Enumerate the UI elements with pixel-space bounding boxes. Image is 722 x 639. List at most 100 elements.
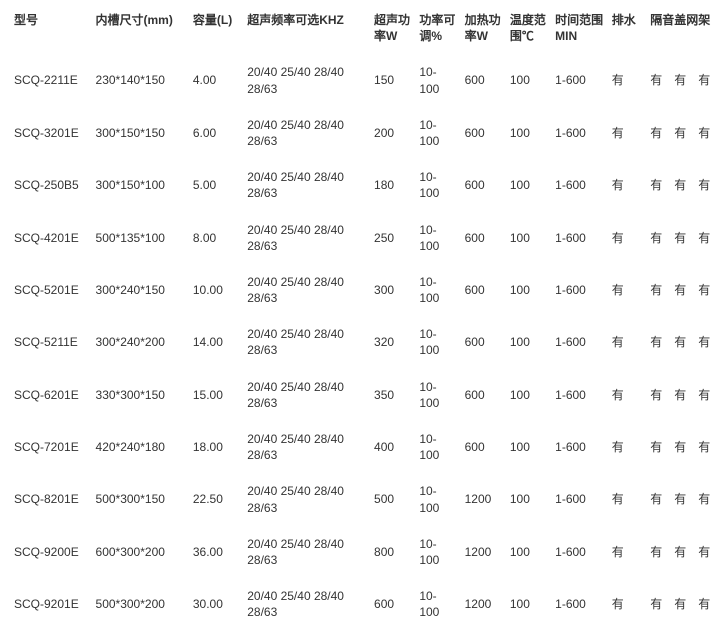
cell-time: 1-600 (551, 107, 608, 159)
cell-time: 1-600 (551, 369, 608, 421)
table-row: SCQ-4201E500*135*1008.0020/40 25/40 28/4… (10, 212, 712, 264)
cell-cover: 有 有 有 (646, 473, 712, 525)
cell-drain: 有 (608, 212, 646, 264)
cell-capacity: 4.00 (189, 54, 243, 106)
cell-capacity: 8.00 (189, 212, 243, 264)
cell-capacity: 5.00 (189, 159, 243, 211)
table-row: SCQ-9200E600*300*20036.0020/40 25/40 28/… (10, 526, 712, 578)
cell-time: 1-600 (551, 212, 608, 264)
cell-capacity: 15.00 (189, 369, 243, 421)
cell-us_power: 180 (370, 159, 415, 211)
cell-time: 1-600 (551, 264, 608, 316)
col-header-time: 时间范围MIN (551, 8, 608, 54)
cell-adj: 10-100 (415, 369, 460, 421)
cell-adj: 10-100 (415, 578, 460, 630)
cell-temp: 100 (506, 212, 551, 264)
cell-cover: 有 有 有 (646, 107, 712, 159)
table-row: SCQ-9201E500*300*20030.0020/40 25/40 28/… (10, 578, 712, 630)
cell-drain: 有 (608, 54, 646, 106)
cell-temp: 100 (506, 159, 551, 211)
cell-adj: 10-100 (415, 421, 460, 473)
cell-heat: 600 (461, 159, 506, 211)
col-header-capacity: 容量(L) (189, 8, 243, 54)
cell-cover: 有 有 有 (646, 421, 712, 473)
cell-heat: 600 (461, 421, 506, 473)
cell-model: SCQ-2211E (10, 54, 92, 106)
cell-dim: 600*300*200 (92, 526, 189, 578)
cell-adj: 10-100 (415, 107, 460, 159)
col-header-drain: 排水 (608, 8, 646, 54)
cell-heat: 1200 (461, 473, 506, 525)
cell-adj: 10-100 (415, 473, 460, 525)
cell-us_power: 250 (370, 212, 415, 264)
cell-dim: 300*150*100 (92, 159, 189, 211)
cell-drain: 有 (608, 473, 646, 525)
cell-us_power: 800 (370, 526, 415, 578)
cell-adj: 10-100 (415, 212, 460, 264)
col-header-temp: 温度范围℃ (506, 8, 551, 54)
table-row: SCQ-3201E300*150*1506.0020/40 25/40 28/4… (10, 107, 712, 159)
cell-temp: 100 (506, 54, 551, 106)
cell-freq: 20/40 25/40 28/40 28/63 (243, 421, 370, 473)
cell-cover: 有 有 有 (646, 159, 712, 211)
table-row: SCQ-2211E230*140*1504.0020/40 25/40 28/4… (10, 54, 712, 106)
cell-temp: 100 (506, 107, 551, 159)
cell-us_power: 300 (370, 264, 415, 316)
cell-adj: 10-100 (415, 264, 460, 316)
cell-cover: 有 有 有 (646, 212, 712, 264)
cell-us_power: 200 (370, 107, 415, 159)
cell-drain: 有 (608, 421, 646, 473)
cell-drain: 有 (608, 107, 646, 159)
cell-capacity: 14.00 (189, 316, 243, 368)
cell-freq: 20/40 25/40 28/40 28/63 (243, 473, 370, 525)
col-header-cover: 隔音盖网架 (646, 8, 712, 54)
table-header: 型号内槽尺寸(mm)容量(L)超声频率可选KHZ超声功率W功率可调%加热功率W温… (10, 8, 712, 54)
cell-freq: 20/40 25/40 28/40 28/63 (243, 369, 370, 421)
cell-temp: 100 (506, 421, 551, 473)
cell-dim: 500*300*150 (92, 473, 189, 525)
col-header-us_power: 超声功率W (370, 8, 415, 54)
cell-cover: 有 有 有 (646, 526, 712, 578)
cell-time: 1-600 (551, 159, 608, 211)
cell-freq: 20/40 25/40 28/40 28/63 (243, 526, 370, 578)
cell-heat: 600 (461, 54, 506, 106)
cell-us_power: 320 (370, 316, 415, 368)
col-header-freq: 超声频率可选KHZ (243, 8, 370, 54)
cell-freq: 20/40 25/40 28/40 28/63 (243, 212, 370, 264)
cell-temp: 100 (506, 316, 551, 368)
cell-dim: 300*240*200 (92, 316, 189, 368)
cell-freq: 20/40 25/40 28/40 28/63 (243, 159, 370, 211)
spec-table: 型号内槽尺寸(mm)容量(L)超声频率可选KHZ超声功率W功率可调%加热功率W温… (10, 8, 712, 631)
cell-temp: 100 (506, 369, 551, 421)
cell-freq: 20/40 25/40 28/40 28/63 (243, 316, 370, 368)
cell-us_power: 600 (370, 578, 415, 630)
cell-dim: 230*140*150 (92, 54, 189, 106)
cell-cover: 有 有 有 (646, 316, 712, 368)
cell-freq: 20/40 25/40 28/40 28/63 (243, 264, 370, 316)
cell-temp: 100 (506, 264, 551, 316)
cell-time: 1-600 (551, 421, 608, 473)
cell-model: SCQ-5201E (10, 264, 92, 316)
cell-model: SCQ-8201E (10, 473, 92, 525)
table-row: SCQ-7201E420*240*18018.0020/40 25/40 28/… (10, 421, 712, 473)
col-header-dim: 内槽尺寸(mm) (92, 8, 189, 54)
cell-heat: 1200 (461, 578, 506, 630)
cell-heat: 1200 (461, 526, 506, 578)
cell-cover: 有 有 有 (646, 578, 712, 630)
cell-model: SCQ-250B5 (10, 159, 92, 211)
cell-drain: 有 (608, 316, 646, 368)
cell-adj: 10-100 (415, 159, 460, 211)
cell-heat: 600 (461, 212, 506, 264)
cell-model: SCQ-4201E (10, 212, 92, 264)
cell-us_power: 150 (370, 54, 415, 106)
table-row: SCQ-6201E330*300*15015.0020/40 25/40 28/… (10, 369, 712, 421)
cell-capacity: 18.00 (189, 421, 243, 473)
cell-freq: 20/40 25/40 28/40 28/63 (243, 54, 370, 106)
cell-model: SCQ-3201E (10, 107, 92, 159)
cell-heat: 600 (461, 369, 506, 421)
cell-capacity: 36.00 (189, 526, 243, 578)
cell-model: SCQ-5211E (10, 316, 92, 368)
cell-dim: 420*240*180 (92, 421, 189, 473)
cell-temp: 100 (506, 526, 551, 578)
cell-dim: 500*135*100 (92, 212, 189, 264)
